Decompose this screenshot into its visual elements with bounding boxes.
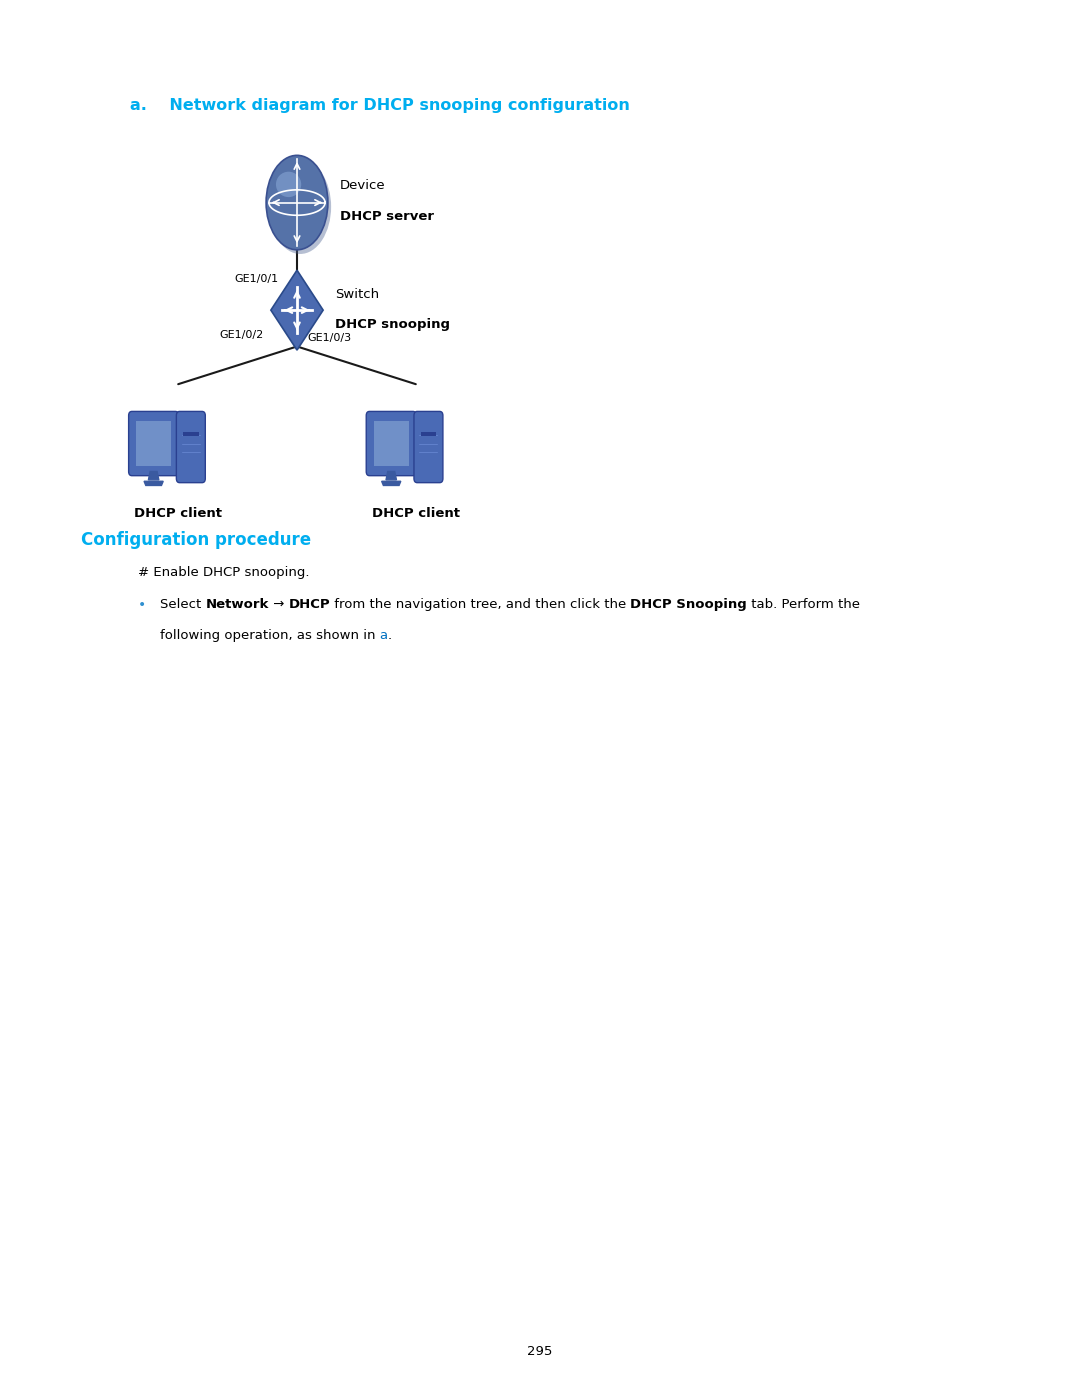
- Text: •: •: [138, 598, 147, 612]
- Polygon shape: [386, 472, 396, 481]
- Polygon shape: [271, 270, 323, 351]
- Bar: [420, 432, 436, 436]
- Text: tab. Perform the: tab. Perform the: [747, 598, 860, 610]
- FancyBboxPatch shape: [176, 411, 205, 482]
- Text: DHCP Snooping: DHCP Snooping: [631, 598, 747, 610]
- Text: DHCP snooping: DHCP snooping: [335, 317, 449, 331]
- Ellipse shape: [269, 159, 332, 254]
- Ellipse shape: [276, 172, 301, 197]
- Bar: [374, 422, 408, 465]
- Ellipse shape: [266, 155, 328, 250]
- Polygon shape: [148, 472, 159, 481]
- Text: Device: Device: [340, 179, 386, 193]
- Polygon shape: [381, 481, 401, 486]
- Text: Network: Network: [205, 598, 269, 610]
- Polygon shape: [144, 481, 163, 486]
- Text: Configuration procedure: Configuration procedure: [81, 531, 311, 549]
- Text: Select: Select: [160, 598, 205, 610]
- Text: GE1/0/2: GE1/0/2: [219, 330, 264, 341]
- Text: DHCP server: DHCP server: [340, 210, 434, 224]
- Text: .: .: [388, 629, 392, 641]
- Text: →: →: [269, 598, 288, 610]
- Text: a: a: [379, 629, 388, 641]
- Text: GE1/0/1: GE1/0/1: [234, 274, 279, 285]
- Bar: [136, 422, 171, 465]
- Text: DHCP client: DHCP client: [134, 507, 222, 520]
- FancyBboxPatch shape: [366, 411, 416, 475]
- Text: a.    Network diagram for DHCP snooping configuration: a. Network diagram for DHCP snooping con…: [130, 98, 630, 113]
- Text: following operation, as shown in: following operation, as shown in: [160, 629, 379, 641]
- Text: DHCP client: DHCP client: [372, 507, 460, 520]
- Text: Switch: Switch: [335, 288, 379, 302]
- Text: # Enable DHCP snooping.: # Enable DHCP snooping.: [138, 566, 310, 578]
- FancyBboxPatch shape: [414, 411, 443, 482]
- Text: DHCP: DHCP: [288, 598, 330, 610]
- FancyBboxPatch shape: [129, 411, 178, 475]
- Text: from the navigation tree, and then click the: from the navigation tree, and then click…: [330, 598, 631, 610]
- Text: GE1/0/3: GE1/0/3: [308, 332, 352, 344]
- Bar: [183, 432, 199, 436]
- Text: 295: 295: [527, 1345, 553, 1358]
